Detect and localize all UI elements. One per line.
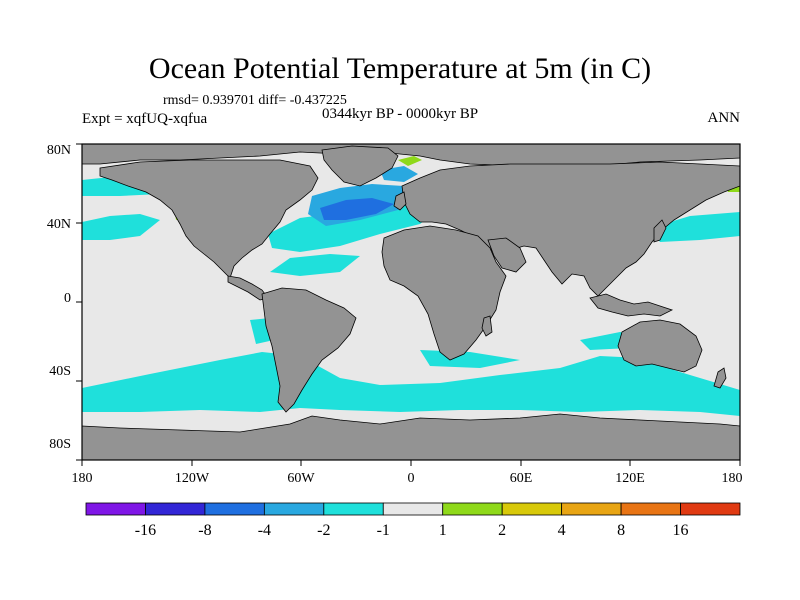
colorbar-swatch bbox=[561, 502, 622, 516]
lon-label: 0 bbox=[408, 471, 415, 486]
north-america bbox=[99, 159, 319, 279]
colorbar-label: 16 bbox=[673, 522, 689, 539]
season-label: ANN bbox=[707, 110, 741, 126]
lon-label: 180 bbox=[72, 471, 93, 486]
map-area bbox=[82, 144, 740, 460]
north-atlantic-strong-cool bbox=[320, 198, 394, 220]
colorbar-swatch bbox=[382, 502, 444, 516]
land-masses bbox=[82, 144, 740, 460]
colorbar-swatch bbox=[85, 502, 146, 516]
longitude-axis: 180 120W 60W 0 60E 120E 180 bbox=[72, 460, 743, 486]
madagascar bbox=[481, 315, 493, 337]
british-isles bbox=[393, 191, 407, 211]
colorbar-swatch bbox=[442, 502, 503, 516]
lat-label: 80N bbox=[47, 143, 71, 158]
australia bbox=[617, 319, 703, 373]
colorbar-swatch bbox=[501, 502, 563, 516]
colorbar-label: -1 bbox=[377, 522, 390, 539]
lon-label: 60E bbox=[510, 471, 533, 486]
lat-label: 80S bbox=[49, 437, 71, 452]
southern-ocean-cool-band bbox=[82, 352, 740, 416]
lon-label: 180 bbox=[722, 471, 743, 486]
maritime-continent bbox=[589, 293, 674, 317]
colorbar-label: 4 bbox=[558, 522, 566, 539]
north-pacific-cool-band-west bbox=[82, 214, 160, 240]
colorbar-label: -4 bbox=[258, 522, 271, 539]
lat-label: 40N bbox=[47, 217, 71, 232]
antarctica bbox=[82, 413, 740, 460]
colorbar-label: 2 bbox=[498, 522, 506, 539]
stats-line: rmsd= 0.939701 diff= -0.437225 bbox=[163, 93, 347, 108]
colorbar-swatch bbox=[204, 502, 265, 516]
colorbar-swatch bbox=[323, 502, 384, 516]
north-pacific-cool-band-east bbox=[650, 212, 740, 242]
colorbar-swatch bbox=[145, 502, 206, 516]
new-zealand bbox=[713, 367, 727, 389]
greenland bbox=[321, 145, 399, 187]
south-america bbox=[261, 287, 357, 413]
lat-label: 40S bbox=[49, 364, 71, 379]
africa bbox=[381, 225, 507, 361]
period-label: 0344kyr BP - 0000kyr BP bbox=[322, 106, 479, 122]
colorbar-swatch bbox=[620, 502, 681, 516]
arabian-peninsula bbox=[487, 237, 527, 273]
lat-label: 0 bbox=[64, 291, 71, 306]
colorbar-label: 8 bbox=[617, 522, 625, 539]
subtropical-atlantic-cool-patch bbox=[270, 254, 360, 276]
colorbar-label: -2 bbox=[317, 522, 330, 539]
latitude-axis: 80N 40N 0 40S 80S bbox=[47, 143, 82, 461]
japan bbox=[653, 219, 667, 243]
colorbar-swatch bbox=[680, 502, 741, 516]
experiment-label: Expt = xqfUQ-xqfua bbox=[82, 111, 208, 127]
lon-label: 120W bbox=[175, 471, 210, 486]
colorbar-label: -16 bbox=[135, 522, 156, 539]
colorbar: -16 -8 -4 -2 -1 1 2 4 8 16 bbox=[85, 502, 741, 539]
greenland-warm-spot bbox=[398, 156, 422, 166]
figure-title: Ocean Potential Temperature at 5m (in C) bbox=[148, 52, 652, 85]
arctic-land bbox=[82, 144, 740, 169]
colorbar-swatch bbox=[263, 502, 325, 516]
lon-label: 120E bbox=[615, 471, 645, 486]
lon-label: 60W bbox=[287, 471, 315, 486]
colorbar-label: 1 bbox=[439, 522, 447, 539]
colorbar-label: -8 bbox=[198, 522, 211, 539]
